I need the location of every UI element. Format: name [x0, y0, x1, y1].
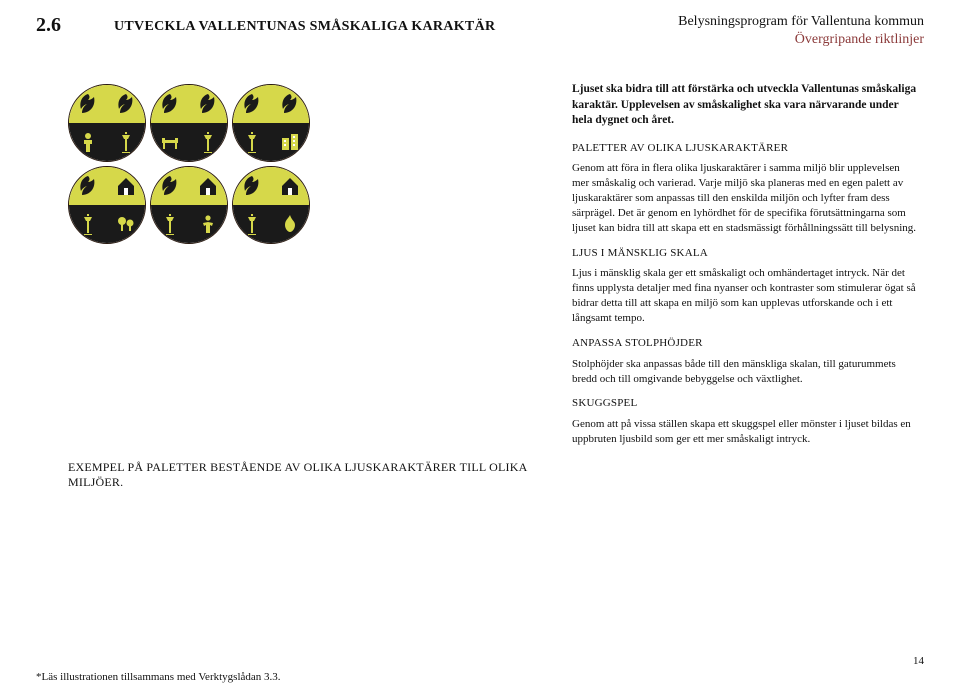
- document-title: Belysningsprogram för Vallentuna kommun: [678, 14, 924, 30]
- leaf-icon: [271, 85, 309, 123]
- subhead-skala: LJUS I MÄNSKLIG SKALA: [572, 246, 918, 261]
- body-skugg: Genom att på vissa ställen skapa ett sku…: [572, 417, 918, 447]
- section-number: 2.6: [36, 14, 61, 37]
- leaf-icon: [189, 85, 227, 123]
- lamp-icon: [151, 205, 189, 243]
- section-title: UTVECKLA VALLENTUNAS SMÅSKALIGA KARAKTÄR: [114, 19, 495, 35]
- fire-icon: [271, 205, 309, 243]
- child-icon: [189, 205, 227, 243]
- house-icon: [271, 167, 309, 205]
- subhead-skugg: SKUGGSPEL: [572, 396, 918, 411]
- lamp-icon: [189, 123, 227, 161]
- house-icon: [189, 167, 227, 205]
- footnote: *Läs illustrationen tillsammans med Verk…: [36, 671, 281, 683]
- illustration-column: [68, 84, 548, 244]
- illustration-caption: EXEMPEL PÅ PALETTER BESTÅENDE AV OLIKA L…: [68, 460, 548, 490]
- palette-circle: [150, 166, 228, 244]
- house-icon: [107, 167, 145, 205]
- document-subtitle: Övergripande riktlinjer: [795, 32, 924, 48]
- body-text-column: Ljuset ska bidra till att förstärka och …: [572, 82, 918, 451]
- leaf-icon: [107, 85, 145, 123]
- palette-circle: [150, 84, 228, 162]
- person-icon: [69, 123, 107, 161]
- intro-paragraph: Ljuset ska bidra till att förstärka och …: [572, 82, 918, 129]
- bench-icon: [151, 123, 189, 161]
- page-number: 14: [913, 655, 924, 667]
- palette-circle: [232, 166, 310, 244]
- lamp-icon: [107, 123, 145, 161]
- leaf-icon: [151, 85, 189, 123]
- lamp-icon: [69, 205, 107, 243]
- lamp-icon: [233, 205, 271, 243]
- leaf-icon: [69, 85, 107, 123]
- leaf-icon: [151, 167, 189, 205]
- palette-circle: [68, 166, 146, 244]
- lamp-icon: [233, 123, 271, 161]
- palette-circle: [68, 84, 146, 162]
- subhead-paletter: PALETTER AV OLIKA LJUSKARAKTÄRER: [572, 141, 918, 156]
- palette-grid: [68, 84, 328, 244]
- subhead-stolp: ANPASSA STOLPHÖJDER: [572, 336, 918, 351]
- body-stolp: Stolphöjder ska anpassas både till den m…: [572, 357, 918, 387]
- palette-circle: [232, 84, 310, 162]
- leaf-icon: [233, 85, 271, 123]
- trees-icon: [107, 205, 145, 243]
- leaf-icon: [233, 167, 271, 205]
- building-icon: [271, 123, 309, 161]
- body-paletter: Genom att föra in flera olika ljuskarakt…: [572, 161, 918, 235]
- body-skala: Ljus i mänsklig skala ger ett småskaligt…: [572, 266, 918, 325]
- leaf-icon: [69, 167, 107, 205]
